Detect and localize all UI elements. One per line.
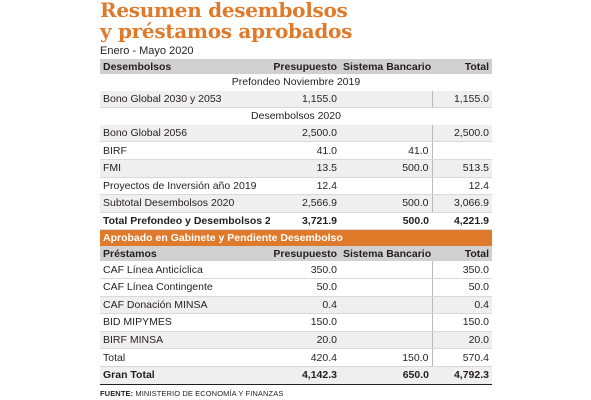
row-presupuesto: 41.0 xyxy=(270,141,340,160)
table-row: BID MIPYMES 150.0 150.0 xyxy=(100,313,492,332)
row-label: Subtotal Desembolsos 2020 xyxy=(100,194,270,213)
table-row: Proyectos de Inversión año 2019 12.4 12.… xyxy=(100,177,492,196)
row-label: BIRF xyxy=(100,141,270,160)
desembolsos-header-row: Desembolsos Presupuesto Sistema Bancario… xyxy=(100,59,492,74)
section-banner: Aprobado en Gabinete y Pendiente Desembo… xyxy=(100,229,492,247)
table-row: Bono Global 2056 2,500.0 2,500.0 xyxy=(100,124,492,143)
col-header-prestamos: Préstamos xyxy=(100,246,270,262)
page-title: Resumen desembolsos y préstamos aprobado… xyxy=(100,0,492,42)
table-row: CAF Donación MINSA 0.4 0.4 xyxy=(100,296,492,315)
row-presupuesto: 50.0 xyxy=(270,278,340,297)
table-row: BIRF MINSA 20.0 20.0 xyxy=(100,331,492,350)
row-sistema-bancario xyxy=(340,177,432,196)
row-sistema-bancario xyxy=(340,261,432,279)
row-presupuesto: 3,721.9 xyxy=(270,212,340,231)
row-presupuesto: 420.4 xyxy=(270,348,340,367)
col-header-total: Total xyxy=(432,246,492,262)
row-sistema-bancario: 150.0 xyxy=(340,348,432,367)
group-row-desembolsos-2020: Desembolsos 2020 xyxy=(100,107,492,125)
group-label-desembolsos-2020: Desembolsos 2020 xyxy=(100,107,492,125)
row-sistema-bancario xyxy=(340,124,432,143)
row-total: 12.4 xyxy=(431,177,492,196)
col-header-presupuesto: Presupuesto xyxy=(270,59,340,74)
col-header-total: Total xyxy=(432,59,492,74)
row-total: 20.0 xyxy=(431,331,492,350)
row-sistema-bancario: 650.0 xyxy=(340,366,432,385)
grand-total-row: Gran Total 4,142.3 650.0 4,792.3 xyxy=(100,366,492,385)
table-row: CAF Línea Anticíclica 350.0 350.0 xyxy=(100,261,492,279)
row-label: Total xyxy=(100,348,270,367)
row-label: FMI xyxy=(100,159,270,178)
row-total: 570.4 xyxy=(431,348,492,367)
row-presupuesto: 0.4 xyxy=(270,296,340,315)
row-sistema-bancario: 41.0 xyxy=(340,141,432,160)
col-header-sistema-bancario: Sistema Bancario xyxy=(340,246,432,262)
row-total: 4,221.9 xyxy=(432,212,492,231)
section-banner-label: Aprobado en Gabinete y Pendiente Desembo… xyxy=(100,229,492,247)
row-presupuesto: 4,142.3 xyxy=(270,366,340,385)
table-row: Subtotal Desembolsos 2020 2,566.9 500.0 … xyxy=(100,194,492,213)
source-label: FUENTE: xyxy=(100,388,134,398)
row-sistema-bancario xyxy=(340,296,432,315)
total-row-prefondeo-desembolsos: Total Prefondeo y Desembolsos 2020 3,721… xyxy=(100,212,492,231)
row-label: CAF Línea Contingente xyxy=(100,278,270,297)
row-total: 0.4 xyxy=(431,296,492,315)
summary-table: Desembolsos Presupuesto Sistema Bancario… xyxy=(100,59,492,385)
row-total: 2,500.0 xyxy=(431,124,492,143)
row-sistema-bancario xyxy=(340,331,432,350)
row-total: 50.0 xyxy=(431,278,492,297)
title-line-2: y préstamos aprobados xyxy=(100,19,353,43)
row-label: Gran Total xyxy=(100,366,270,385)
table-row: FMI 13.5 500.0 513.5 xyxy=(100,159,492,178)
row-sistema-bancario: 500.0 xyxy=(340,212,432,231)
row-label: BIRF MINSA xyxy=(100,331,270,350)
row-total: 150.0 xyxy=(431,313,492,332)
row-presupuesto: 2,566.9 xyxy=(270,194,340,213)
row-total: 4,792.3 xyxy=(432,366,492,385)
row-sistema-bancario: 500.0 xyxy=(340,159,432,178)
group-row-prefondeo: Prefondeo Noviembre 2019 xyxy=(100,74,492,91)
row-sistema-bancario xyxy=(340,313,432,332)
prestamos-header-row: Préstamos Presupuesto Sistema Bancario T… xyxy=(100,246,492,262)
table-row: Bono Global 2030 y 2053 1,155.0 1,155.0 xyxy=(100,90,492,109)
row-presupuesto: 1,155.0 xyxy=(270,90,340,109)
source-text: MINISTERIO DE ECONOMÍA Y FINANZAS xyxy=(135,388,284,398)
row-total xyxy=(431,141,492,160)
row-total: 513.5 xyxy=(431,159,492,178)
row-presupuesto: 12.4 xyxy=(270,177,340,196)
title-line-1: Resumen desembolsos xyxy=(100,0,348,22)
table-row: Total 420.4 150.0 570.4 xyxy=(100,348,492,367)
row-label: CAF Línea Anticíclica xyxy=(100,261,270,279)
row-label: CAF Donación MINSA xyxy=(100,296,270,315)
row-label: Total Prefondeo y Desembolsos 2020 xyxy=(100,212,270,231)
col-header-sistema-bancario: Sistema Bancario xyxy=(340,59,432,74)
col-header-desembolsos: Desembolsos xyxy=(100,59,270,74)
row-total: 1,155.0 xyxy=(431,90,492,109)
row-total: 3,066.9 xyxy=(431,194,492,213)
row-presupuesto: 150.0 xyxy=(270,313,340,332)
table-row: CAF Línea Contingente 50.0 50.0 xyxy=(100,278,492,297)
source-note: FUENTE: MINISTERIO DE ECONOMÍA Y FINANZA… xyxy=(100,389,492,398)
row-presupuesto: 350.0 xyxy=(270,261,340,279)
table-row: BIRF 41.0 41.0 xyxy=(100,141,492,160)
row-presupuesto: 2,500.0 xyxy=(270,124,340,143)
row-label: Proyectos de Inversión año 2019 xyxy=(100,177,270,196)
row-total: 350.0 xyxy=(431,261,492,279)
group-label-prefondeo: Prefondeo Noviembre 2019 xyxy=(100,74,492,91)
row-presupuesto: 13.5 xyxy=(270,159,340,178)
row-presupuesto: 20.0 xyxy=(270,331,340,350)
col-header-presupuesto: Presupuesto xyxy=(270,246,340,262)
row-sistema-bancario xyxy=(340,278,432,297)
period-subtitle: Enero - Mayo 2020 xyxy=(100,45,194,57)
row-label: Bono Global 2056 xyxy=(100,124,270,143)
summary-infographic: Resumen desembolsos y préstamos aprobado… xyxy=(100,0,492,398)
row-sistema-bancario xyxy=(340,90,432,109)
row-sistema-bancario: 500.0 xyxy=(340,194,432,213)
row-label: BID MIPYMES xyxy=(100,313,270,332)
row-label: Bono Global 2030 y 2053 xyxy=(100,90,270,109)
